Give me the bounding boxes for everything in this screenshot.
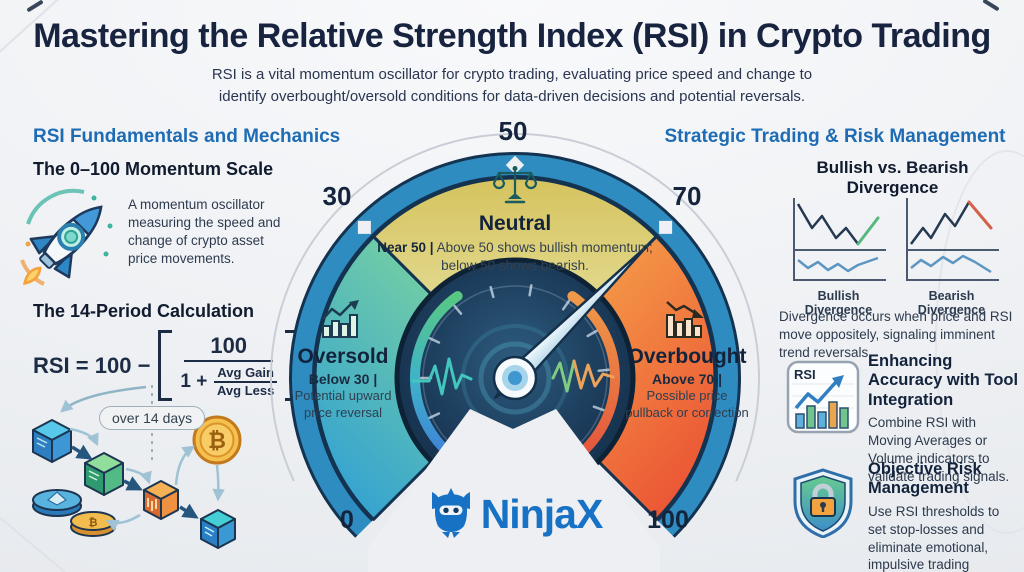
ethereum-coin <box>32 489 82 517</box>
rsi-tool-icon: RSI <box>786 360 860 434</box>
tick-label-30: 30 <box>322 181 352 211</box>
formula-lhs: RSI = 100 − <box>33 352 151 378</box>
oversold-description: Potential upward price reversal <box>294 388 392 420</box>
bearish-accent-line <box>967 200 993 230</box>
tools-item-text: Enhancing Accuracy with Tool Integration… <box>868 352 1020 486</box>
crypto-flow-diagram: ₿ ₿ <box>32 385 242 549</box>
brand-name: NinjaX <box>480 490 604 537</box>
tick-label-70: 70 <box>672 181 702 211</box>
dial-arc-left <box>409 291 463 465</box>
notch-30 <box>357 220 371 234</box>
oversold-range: Below 30 | <box>308 371 378 387</box>
tick-label-0: 0 <box>340 506 354 534</box>
neutral-zone: Neutral Near 50 | Above 50 shows bullish… <box>362 164 668 274</box>
formula-numerator: 100 <box>184 333 274 362</box>
calculation-heading: The 14-Period Calculation <box>33 301 255 321</box>
overbought-range: Above 70 | <box>651 371 723 387</box>
page-subtitle: RSI is a vital momentum oscillator for c… <box>0 64 1024 108</box>
chart-down-icon <box>666 301 704 338</box>
neutral-label: Neutral <box>478 212 552 235</box>
bottom-notch <box>368 409 660 572</box>
dial-arc-right <box>567 291 621 465</box>
oversold-label: Oversold <box>297 345 389 368</box>
formula-fraction: 100 1 + Avg Gain Avg Less <box>172 330 285 401</box>
bitcoin-coin-large: ₿ <box>192 415 242 465</box>
subtitle-line-1: RSI is a vital momentum oscillator for c… <box>211 66 813 83</box>
cube-teal <box>200 509 236 549</box>
neutral-range: Near 50 | <box>377 240 434 255</box>
rsi-gauge <box>270 132 760 572</box>
waveform-left <box>411 357 473 396</box>
momentum-scale-description: A momentum oscillator measuring the spee… <box>128 197 281 267</box>
right-section-title: Strategic Trading & Risk Management <box>664 126 1006 147</box>
formula-avg-gain: Avg Gain <box>214 365 277 383</box>
bearish-divergence-chart <box>906 198 999 281</box>
notch-70 <box>659 220 673 234</box>
outer-deco-arc <box>270 132 760 482</box>
rocket-icon <box>20 188 113 286</box>
ninja-icon <box>431 488 470 538</box>
risk-heading: Objective Risk Management <box>868 460 982 498</box>
risk-item-text: Objective Risk Management Use RSI thresh… <box>868 460 1020 572</box>
notch-50 <box>505 155 525 175</box>
chart-up-icon <box>322 300 359 338</box>
waveform-right-green <box>551 359 576 393</box>
svg-text:₿: ₿ <box>89 517 98 529</box>
tools-heading: Enhancing Accuracy with Tool Integration <box>868 352 1019 409</box>
shield-lock-icon <box>793 468 853 538</box>
formula-bracket-left <box>158 330 173 401</box>
brand-logo: NinjaX <box>405 488 625 540</box>
bullish-accent-line <box>856 216 880 246</box>
cube-blue <box>32 419 72 463</box>
cube-green <box>84 452 124 496</box>
bullish-divergence-chart <box>793 198 886 281</box>
cube-orange <box>143 480 179 520</box>
bullish-rsi-line <box>797 256 879 273</box>
gauge-needle <box>493 243 650 400</box>
formula-denominator-prefix: 1 + <box>180 370 208 392</box>
bitcoin-coin-small <box>70 511 116 537</box>
divergence-heading: Bullish vs. Bearish Divergence <box>816 158 969 197</box>
risk-description: Use RSI thresholds to set stop-losses an… <box>868 503 1000 572</box>
overbought-description: Possible price pullback or correction <box>625 388 749 420</box>
balance-scale-icon <box>492 166 538 204</box>
formula-avg-loss: Avg Less <box>217 383 275 398</box>
bearish-rsi-line <box>910 254 992 274</box>
left-section-title: RSI Fundamentals and Mechanics <box>33 126 341 147</box>
neutral-description: Near 50 | Above 50 shows bullish momentu… <box>377 240 653 273</box>
momentum-scale-heading: The 0–100 Momentum Scale <box>33 159 274 179</box>
needle-hub-center <box>508 371 522 385</box>
corner-slash-top-left <box>26 0 44 13</box>
oversold-zone: Oversold Below 30 | Potential upward pri… <box>281 297 405 421</box>
overbought-label: Overbought <box>627 345 747 368</box>
corner-slash-top-right <box>982 0 1000 12</box>
bullish-divergence-caption: Bullish Divergence <box>804 289 873 317</box>
svg-text:₿: ₿ <box>208 428 226 453</box>
period-label-pill: over 14 days <box>99 406 206 430</box>
waveform-right-orange <box>572 359 615 390</box>
divergence-description: Divergence occurs when price and RSI mov… <box>779 309 1013 361</box>
rsi-icon-label: RSI <box>794 367 816 382</box>
subtitle-line-2: identify overbought/oversold conditions … <box>218 87 806 105</box>
bearish-divergence-caption: Bearish Divergence <box>917 289 986 317</box>
tools-description: Combine RSI with Moving Averages or Volu… <box>868 415 1010 484</box>
page-title: Mastering the Relative Strength Index (R… <box>33 17 991 55</box>
tick-label-50: 50 <box>498 116 528 146</box>
tick-label-100: 100 <box>647 506 689 534</box>
overbought-zone: Overbought Above 70 | Possible price pul… <box>622 297 752 421</box>
